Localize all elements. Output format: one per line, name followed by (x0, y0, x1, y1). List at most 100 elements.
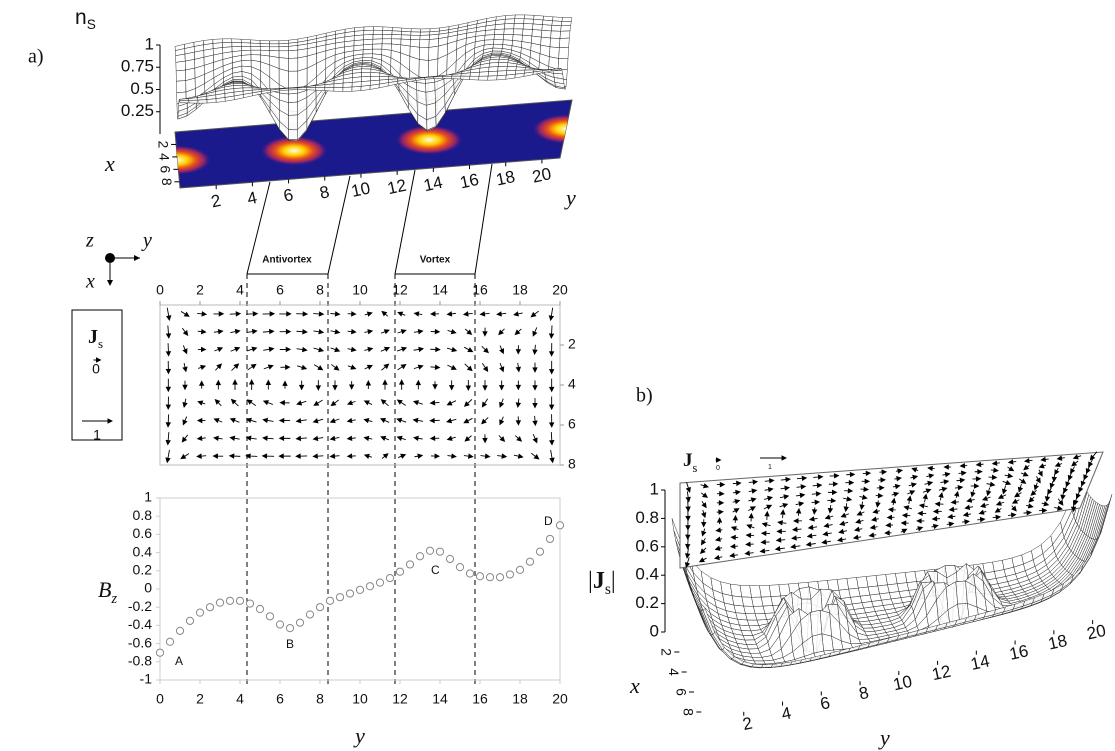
mesh-cell (523, 14, 535, 20)
vector-arrow (482, 380, 488, 391)
vector-arrow (822, 530, 832, 537)
z-tick-label: 0.75 (121, 57, 154, 76)
vector-arrow (182, 398, 188, 408)
z-tick-label: 1 (145, 34, 154, 53)
mesh-cell (363, 38, 374, 46)
vector-arrow (997, 493, 1007, 499)
mesh-cell (315, 87, 326, 91)
mesh-cell (492, 47, 503, 52)
vector-arrow (331, 364, 340, 371)
vector-arrow (934, 501, 944, 507)
vector-arrow (447, 453, 457, 459)
x-tick-label: 14 (432, 691, 448, 707)
vector-arrow (232, 379, 238, 390)
mesh-cell (550, 25, 562, 32)
y-tick-label: 16 (458, 170, 480, 193)
vector-arrow (950, 499, 959, 505)
mesh-cell (241, 54, 252, 61)
vector-arrow (700, 537, 707, 546)
z-axis-title-sub: S (87, 17, 96, 32)
vector-arrow (859, 501, 865, 511)
vector-arrow (1011, 505, 1017, 512)
vector-arrow (732, 514, 739, 523)
vector-arrow (970, 483, 980, 489)
mesh-cell (361, 72, 372, 78)
vector-arrow (795, 507, 802, 516)
vector-arrow (515, 362, 522, 373)
vector-arrow (732, 508, 740, 514)
mesh-cell (494, 28, 505, 35)
z-axis-title-main: J (593, 568, 605, 594)
mesh-cell (288, 87, 298, 91)
vector-arrow (811, 499, 821, 505)
vector-arrow (990, 467, 999, 473)
vector-arrow (397, 329, 407, 335)
vector-arrow (446, 435, 456, 441)
data-point (295, 618, 305, 627)
mesh-cell (478, 71, 489, 77)
vector-arrow (312, 453, 324, 459)
vector-arrow (916, 518, 925, 524)
vector-arrow (364, 329, 374, 335)
z-axis-title: |Js| (588, 568, 616, 599)
vector-arrow (701, 528, 707, 537)
vector-arrow (497, 453, 508, 459)
vector-arrow (214, 398, 222, 407)
mesh-cell (428, 45, 439, 61)
vector-arrow (838, 528, 848, 535)
z-tick-label: 1 (650, 479, 659, 498)
mesh-cell (278, 50, 289, 59)
vector-arrow (906, 495, 913, 504)
vector-arrow (878, 477, 886, 483)
vector-field (165, 307, 555, 464)
vector-arrow (701, 501, 707, 509)
y-tick-label: 12 (930, 662, 952, 685)
mesh-cell (460, 72, 471, 77)
vector-arrow (479, 311, 490, 317)
point-label: D (544, 514, 553, 528)
vector-arrow (979, 502, 989, 508)
x-tick-label: 4 (236, 282, 244, 298)
vector-arrow (381, 453, 389, 459)
mesh-cell (361, 68, 372, 73)
mesh-cell (306, 87, 317, 91)
vector-arrow (414, 453, 424, 459)
vector-arrow (396, 417, 407, 424)
legend-scale: 1 (768, 464, 772, 471)
vector-arrow (499, 398, 505, 408)
vector-arrow (829, 473, 840, 479)
vector-arrow (745, 541, 754, 547)
mesh-cell (552, 70, 563, 75)
axis-label: z (85, 230, 94, 252)
vector-arrow (1041, 501, 1050, 507)
vector-arrow (364, 311, 373, 317)
vector-arrow (262, 400, 274, 406)
y-tick-label: 0.8 (133, 507, 153, 523)
x-axis-title: x (629, 673, 640, 698)
vector-arrow (879, 469, 888, 475)
vector-arrow (795, 501, 805, 507)
vector-arrow (824, 514, 834, 520)
vector-arrow (700, 492, 709, 498)
data-point (375, 578, 385, 587)
mesh-cell (469, 75, 480, 81)
mesh-cell (503, 34, 514, 41)
vector-arrow (263, 346, 275, 353)
mesh-cell (206, 98, 217, 104)
vector-arrow (685, 500, 691, 512)
mesh-cell (351, 86, 362, 92)
vector-arrow (966, 497, 975, 503)
mesh-cell (487, 70, 498, 77)
vector-arrow (548, 378, 555, 393)
mesh-cell (478, 75, 489, 81)
vector-arrow (1035, 476, 1041, 484)
vector-arrow (498, 328, 505, 336)
vector-arrow (1023, 464, 1030, 471)
y-tick-label: 6 (818, 693, 831, 714)
vector-arrow (713, 554, 723, 561)
guide-line (474, 163, 493, 275)
mesh-cell (858, 586, 871, 597)
mesh-cell (372, 38, 383, 45)
vector-arrow (548, 414, 555, 428)
